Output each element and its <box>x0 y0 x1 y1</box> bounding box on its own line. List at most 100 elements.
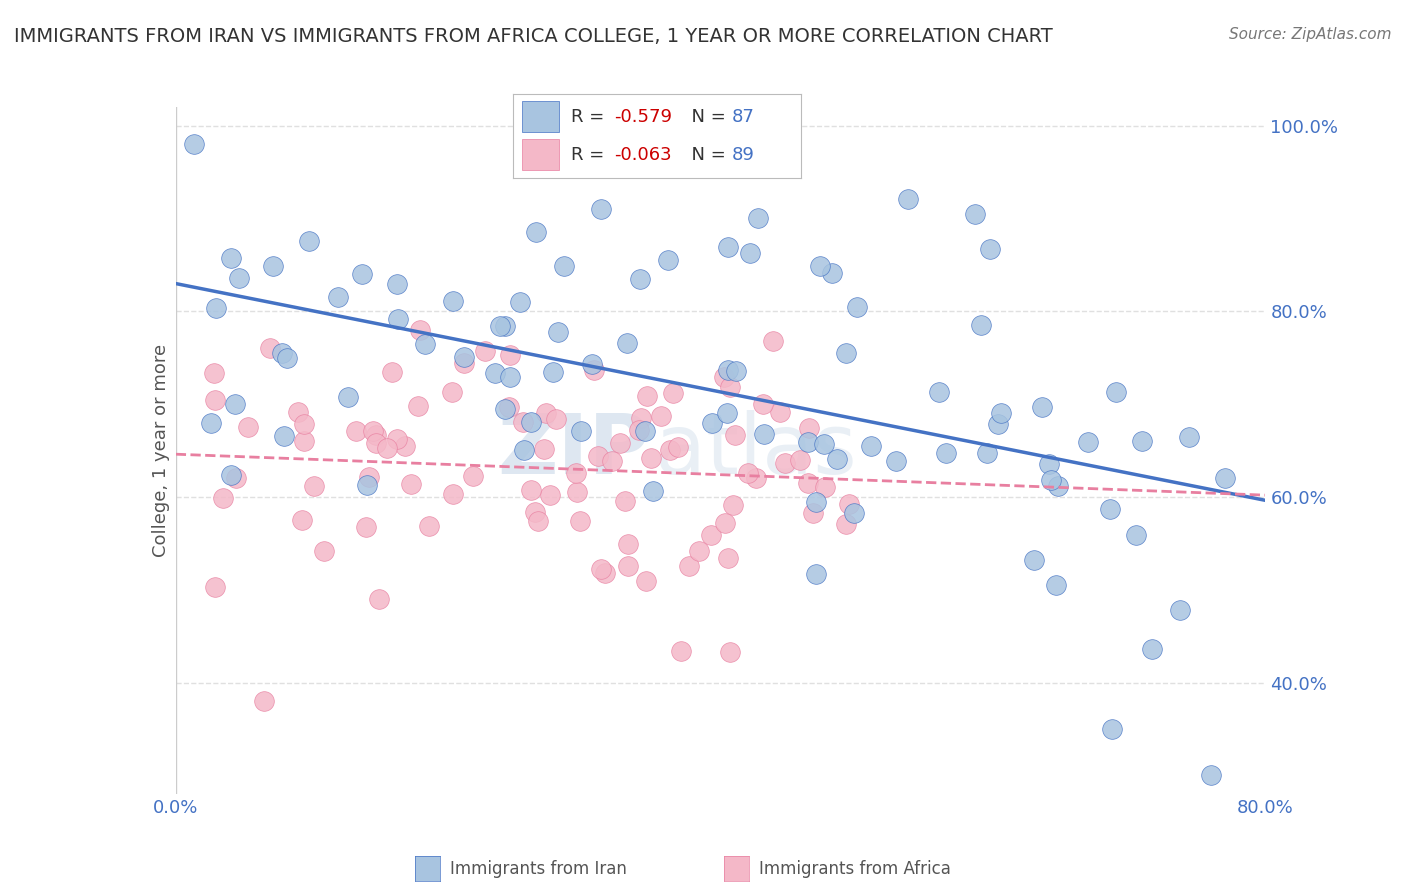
Point <box>441 487 464 501</box>
Point <box>484 367 506 381</box>
Point <box>294 434 316 449</box>
Text: R =: R = <box>571 108 610 126</box>
Point <box>367 591 389 606</box>
Point <box>441 384 464 399</box>
Point <box>1077 435 1099 450</box>
Point <box>292 417 315 431</box>
Point <box>494 318 516 333</box>
Point <box>298 234 321 248</box>
Point <box>600 453 623 467</box>
Point <box>724 428 747 442</box>
Point <box>657 252 679 267</box>
Point <box>1022 553 1045 567</box>
Point <box>291 513 314 527</box>
Point <box>312 544 335 558</box>
Point <box>1130 434 1153 449</box>
Point <box>520 483 543 497</box>
Point <box>399 476 422 491</box>
Point <box>717 239 740 253</box>
Point <box>394 439 416 453</box>
Point <box>723 498 745 512</box>
Point <box>970 318 993 332</box>
Point <box>273 428 295 442</box>
Point <box>617 537 640 551</box>
Point <box>834 517 856 532</box>
Point <box>976 446 998 460</box>
Text: atlas: atlas <box>655 410 856 491</box>
Point <box>835 346 858 360</box>
Point <box>897 192 920 206</box>
Point <box>1038 457 1060 471</box>
Point <box>666 440 689 454</box>
Point <box>716 363 738 377</box>
Point <box>356 520 378 534</box>
Point <box>553 259 575 273</box>
Point <box>1099 501 1122 516</box>
Point <box>565 485 588 500</box>
Point <box>797 475 820 490</box>
Point <box>1199 768 1222 782</box>
Point <box>821 266 844 280</box>
Point <box>352 268 374 282</box>
Point <box>547 325 569 339</box>
Point <box>387 311 409 326</box>
Point <box>453 355 475 369</box>
Point <box>569 424 592 438</box>
Text: Immigrants from Iran: Immigrants from Iran <box>450 860 627 878</box>
Point <box>1039 473 1062 487</box>
Point <box>236 420 259 434</box>
Text: 87: 87 <box>733 108 755 126</box>
Point <box>628 272 651 286</box>
Point <box>463 468 485 483</box>
Point <box>526 514 548 528</box>
Point <box>661 386 683 401</box>
Point <box>219 467 242 482</box>
Point <box>928 384 950 399</box>
Point <box>761 334 783 349</box>
Point <box>838 497 860 511</box>
Point <box>453 350 475 364</box>
Point <box>1140 642 1163 657</box>
Point <box>568 514 591 528</box>
Point <box>1178 430 1201 444</box>
Point <box>544 411 567 425</box>
Point <box>747 211 769 225</box>
Point <box>534 406 557 420</box>
Point <box>636 574 658 588</box>
Point <box>738 246 761 260</box>
Point <box>381 365 404 379</box>
Point <box>813 436 835 450</box>
Point <box>717 551 740 566</box>
Point <box>441 293 464 308</box>
Point <box>361 424 384 438</box>
Point <box>718 645 741 659</box>
Point <box>565 466 588 480</box>
Point <box>842 506 865 520</box>
Text: -0.579: -0.579 <box>614 108 672 126</box>
Point <box>474 344 496 359</box>
Point <box>769 405 792 419</box>
Point <box>613 493 636 508</box>
Point <box>357 470 380 484</box>
Point <box>225 471 247 485</box>
Point <box>752 426 775 441</box>
Point <box>860 439 883 453</box>
Point <box>797 421 820 435</box>
Point <box>627 423 650 437</box>
Point <box>499 370 522 384</box>
Point <box>678 558 700 573</box>
Point <box>498 348 520 362</box>
Point <box>806 495 828 509</box>
Point <box>344 424 367 438</box>
Point <box>533 442 555 456</box>
Point <box>808 259 831 273</box>
Point <box>513 442 536 457</box>
Point <box>1031 401 1053 415</box>
Point <box>409 323 432 337</box>
Point <box>1168 602 1191 616</box>
Point <box>702 416 724 430</box>
Point <box>658 443 681 458</box>
Point <box>725 364 748 378</box>
Point <box>718 380 741 394</box>
Point <box>593 566 616 580</box>
